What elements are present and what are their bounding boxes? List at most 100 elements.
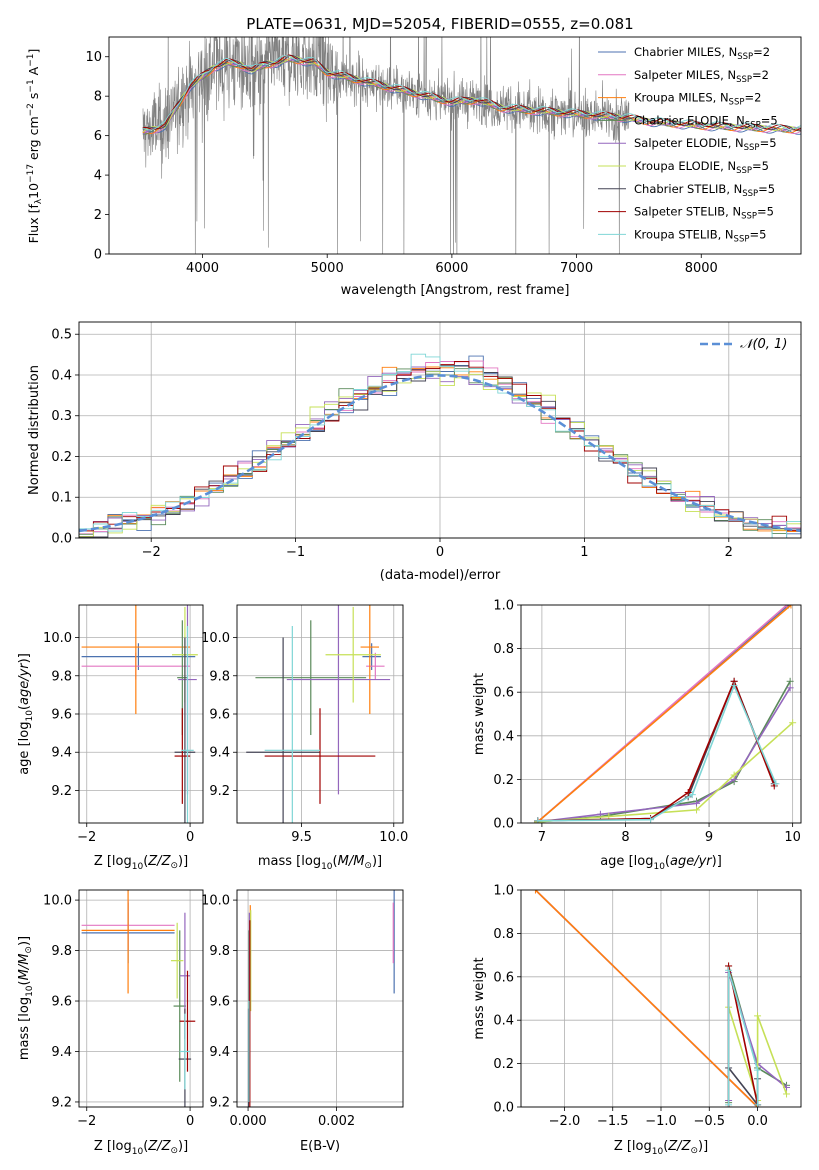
x-axis-label: Z [log10(Z/Z⊙)] xyxy=(94,854,188,872)
plot-area xyxy=(79,353,801,538)
y-tick-label: 10.0 xyxy=(43,894,72,909)
x-tick-label: 7 xyxy=(538,830,546,845)
y-tick-label: 0.6 xyxy=(493,970,514,985)
model-line-kroupa_stelib xyxy=(142,55,801,131)
y-tick-label: 0.5 xyxy=(51,328,72,343)
x-tick-label: −1.5 xyxy=(597,1114,629,1129)
age-vs-metallicity-panel: −2 0 9.2 9.4 9.6 9.8 10.0 Z [log10(Z/Z⊙)] age [l… xyxy=(17,604,204,872)
y-tick-label: 9.2 xyxy=(51,1095,72,1110)
x-axis-label: E(B-V) xyxy=(300,1139,340,1154)
weight-line-salpeter_elodie xyxy=(537,687,791,823)
axes-frame xyxy=(520,889,802,1108)
x-tick-label: −1.0 xyxy=(645,1114,677,1129)
x-axis-label: (data-model)/error xyxy=(380,568,501,583)
x-tick-label: 6000 xyxy=(435,261,468,276)
weight-line-chabrier_elodie xyxy=(537,680,791,823)
x-tick-label: 1 xyxy=(580,545,588,560)
residual-histogram-panel: −2 −1 0 1 2 0.0 0.1 0.2 0.3 0.4 0.5 𝒩(0, 1) (data-mo… xyxy=(27,321,802,583)
weight-line-kroupa_stelib xyxy=(727,970,759,1105)
legend-label: Kroupa STELIB, NSSP=5 xyxy=(634,227,766,244)
y-tick-label: 0.2 xyxy=(493,1057,514,1072)
y-tick-label: 0.4 xyxy=(493,729,514,744)
y-axis-label: mass weight xyxy=(472,673,487,755)
x-tick-label: 4000 xyxy=(186,261,219,276)
y-tick-label: 0.6 xyxy=(493,686,514,701)
y-tick-label: 9.8 xyxy=(51,944,72,959)
y-tick-label: 9.6 xyxy=(209,708,230,723)
legend-label: Salpeter STELIB, NSSP=5 xyxy=(634,205,774,222)
plot-area xyxy=(247,890,395,1107)
weight-vs-age-panel: 7 8 9 10 0.0 0.2 0.4 0.6 0.8 1.0 mass weight age [l… xyxy=(472,599,802,872)
y-tick-label: 1.0 xyxy=(493,884,514,899)
y-axis-label: Normed distribution xyxy=(27,365,42,495)
y-tick-label: 0.4 xyxy=(51,368,72,383)
y-tick-label: 8 xyxy=(94,90,102,105)
x-tick-label: 0.000 xyxy=(229,1114,266,1129)
mass-vs-metallicity-panel: −2 0 9.2 9.4 9.6 9.8 10.0 Z [log10(Z/Z⊙)] mass [… xyxy=(17,889,204,1157)
x-tick-label: 7000 xyxy=(560,261,593,276)
y-tick-label: 0.0 xyxy=(51,532,72,547)
y-axis-label: mass weight xyxy=(472,957,487,1039)
legend-label: Chabrier MILES, NSSP=2 xyxy=(634,45,770,62)
x-tick-label: 8 xyxy=(621,830,629,845)
y-tick-label: 9.2 xyxy=(51,784,72,799)
plot-area xyxy=(534,605,797,823)
x-tick-label: −1 xyxy=(286,545,305,560)
weight-line-kroupa_miles xyxy=(534,890,759,1107)
observed-spectrum-line xyxy=(142,37,630,254)
age-vs-mass-panel: 9.5 10.0 9.2 9.4 9.6 9.8 10.0 mass [log10(M/M⊙)… xyxy=(201,604,408,872)
legend-label: Salpeter MILES, NSSP=2 xyxy=(634,68,769,85)
y-tick-label: 4 xyxy=(94,169,102,184)
x-tick-label: 0.002 xyxy=(318,1114,355,1129)
y-tick-label: 9.4 xyxy=(209,746,230,761)
x-tick-label: 5000 xyxy=(311,261,344,276)
x-tick-label: −2 xyxy=(77,830,96,845)
y-tick-label: 9.6 xyxy=(51,995,72,1010)
legend-label: Kroupa MILES, NSSP=2 xyxy=(634,91,761,108)
y-tick-label: 9.8 xyxy=(209,669,230,684)
model-line-kroupa_elodie xyxy=(142,56,801,133)
x-axis-label: Z [log10(Z/Z⊙)] xyxy=(614,1139,708,1157)
y-axis-label: Flux [fλ10−17 erg cm−2 s−1 A−1] xyxy=(26,49,44,244)
y-tick-label: 0.2 xyxy=(51,450,72,465)
y-tick-label: 0 xyxy=(94,248,102,263)
y-tick-label: 1.0 xyxy=(493,599,514,614)
legend-label: Salpeter ELODIE, NSSP=5 xyxy=(634,136,777,153)
y-tick-label: 10.0 xyxy=(201,894,230,909)
x-tick-label: −2 xyxy=(77,1114,96,1129)
x-axis-label: wavelength [Angstrom, rest frame] xyxy=(341,283,570,298)
x-tick-label: 2 xyxy=(725,545,733,560)
x-tick-label: −2 xyxy=(142,545,161,560)
x-tick-label: 0 xyxy=(186,830,194,845)
y-tick-label: 9.6 xyxy=(51,708,72,723)
y-tick-label: 0.0 xyxy=(493,1101,514,1116)
spectrum-panel: 4000 5000 6000 7000 8000 0 2 4 6 8 10 Chabrier MILE… xyxy=(26,36,802,298)
x-tick-label: 0 xyxy=(186,1114,194,1129)
axes-frame xyxy=(78,604,204,824)
y-tick-label: 9.8 xyxy=(51,669,72,684)
x-tick-label: −0.5 xyxy=(693,1114,725,1129)
spectrum-legend: Chabrier MILES, NSSP=2 Salpeter MILES, NS… xyxy=(598,45,778,244)
plot-area xyxy=(81,890,196,1107)
x-axis-label: mass [log10(M/M⊙)] xyxy=(258,854,382,872)
y-tick-label: 0.4 xyxy=(493,1014,514,1029)
axes-frame xyxy=(78,321,802,539)
y-tick-label: 0.8 xyxy=(493,927,514,942)
model-line-chabrier_stelib xyxy=(142,54,801,132)
axes-frame xyxy=(236,889,404,1108)
axes-frame xyxy=(236,604,404,824)
plot-area xyxy=(142,37,801,254)
weight-line-kroupa_miles xyxy=(537,605,792,823)
x-tick-label: 10 xyxy=(784,830,801,845)
plot-area xyxy=(531,890,791,1107)
y-tick-label: 0.1 xyxy=(51,491,72,506)
y-tick-label: 9.4 xyxy=(209,1045,230,1060)
x-tick-label: 8000 xyxy=(685,261,718,276)
x-tick-label: 9.5 xyxy=(291,830,312,845)
y-tick-label: 9.4 xyxy=(51,1045,72,1060)
axes-frame xyxy=(78,889,204,1108)
legend-label: Chabrier STELIB, NSSP=5 xyxy=(634,182,775,199)
plot-area xyxy=(246,605,391,823)
y-tick-label: 10.0 xyxy=(201,631,230,646)
